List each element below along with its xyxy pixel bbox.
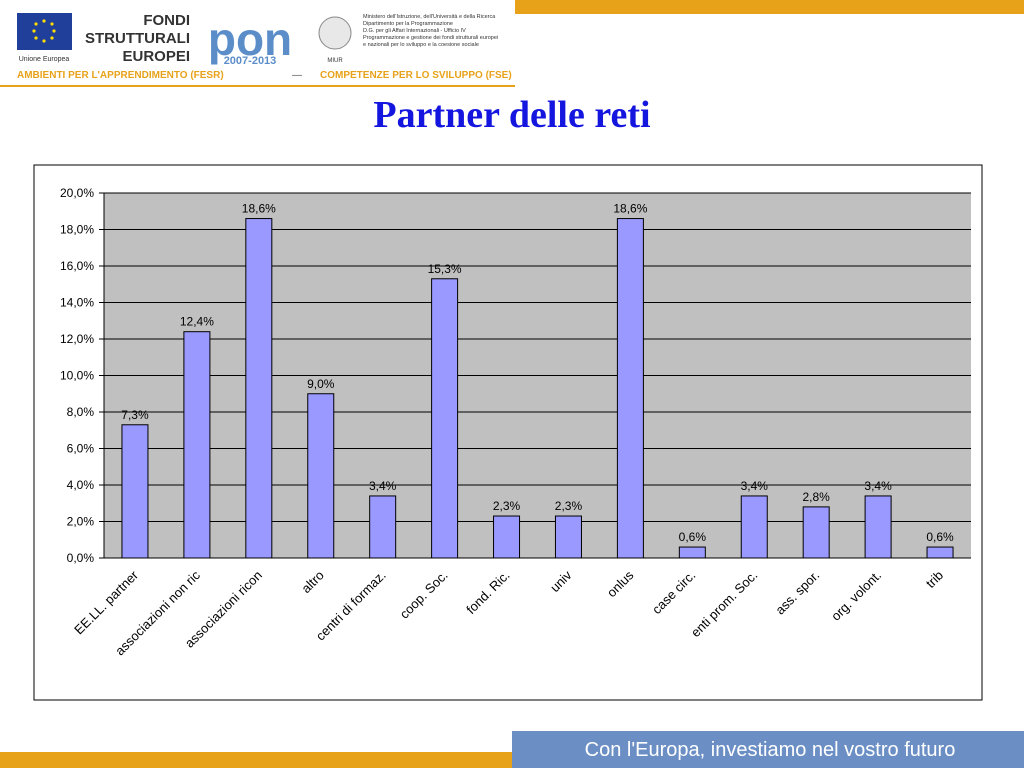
dash: — bbox=[292, 70, 302, 81]
y-tick-label: 14,0% bbox=[60, 296, 94, 310]
value-label: 2,8% bbox=[802, 490, 830, 504]
bar bbox=[245, 218, 273, 559]
value-label: 0,6% bbox=[926, 530, 954, 544]
value-label: 3,4% bbox=[741, 479, 769, 493]
chart-title: Partner delle reti bbox=[373, 94, 650, 136]
bar bbox=[431, 278, 459, 559]
bar bbox=[369, 495, 397, 559]
value-label: 0,6% bbox=[679, 530, 707, 544]
bar bbox=[307, 393, 335, 559]
fondi-text: EUROPEI bbox=[122, 48, 190, 65]
bar bbox=[183, 331, 211, 559]
pon-years: 2007-2013 bbox=[224, 55, 277, 67]
y-tick-label: 12,0% bbox=[60, 332, 94, 346]
eu-stars bbox=[32, 19, 56, 43]
bar bbox=[554, 515, 582, 559]
bar bbox=[802, 506, 830, 559]
y-tick-label: 4,0% bbox=[67, 478, 95, 492]
value-label: 3,4% bbox=[369, 479, 397, 493]
ministry-line: e nazionali per lo sviluppo e la coesion… bbox=[363, 42, 479, 48]
y-tick-label: 20,0% bbox=[60, 186, 94, 200]
pon-logo: PON bbox=[208, 13, 292, 65]
fse: COMPETENZE PER LO SVILUPPO (FSE) bbox=[320, 70, 512, 81]
ministry-line: Programmazione e gestione dei fondi stru… bbox=[363, 35, 498, 41]
y-tick-label: 8,0% bbox=[67, 405, 95, 419]
bar bbox=[740, 495, 768, 559]
eu-flag bbox=[17, 13, 72, 50]
bar bbox=[493, 515, 521, 559]
footer-box bbox=[512, 731, 1024, 768]
fesr: AMBIENTI PER L'APPRENDIMENTO (FESR) bbox=[17, 70, 224, 81]
fondi-text: STRUTTURALI bbox=[85, 30, 190, 47]
bar bbox=[926, 546, 954, 559]
value-label: 3,4% bbox=[864, 479, 892, 493]
miur: MIUR bbox=[327, 58, 343, 64]
value-label: 2,3% bbox=[555, 499, 583, 513]
value-label: 9,0% bbox=[307, 377, 335, 391]
bar bbox=[121, 424, 149, 559]
eu-label: Unione Europea bbox=[19, 56, 70, 63]
y-tick-label: 16,0% bbox=[60, 259, 94, 273]
value-label: 18,6% bbox=[613, 202, 647, 216]
ministry-line: D.G. per gli Affari Internazionali - Uff… bbox=[363, 28, 466, 34]
bar bbox=[678, 546, 706, 559]
emblem bbox=[318, 16, 352, 50]
value-label: 2,3% bbox=[493, 499, 521, 513]
value-label: 15,3% bbox=[428, 262, 462, 276]
y-tick-label: 10,0% bbox=[60, 369, 94, 383]
fondi-text: FONDI bbox=[143, 12, 190, 29]
footer-slogan: Con l'Europa, investiamo nel vostro futu… bbox=[585, 739, 956, 761]
bar bbox=[864, 495, 892, 559]
value-label: 7,3% bbox=[121, 408, 149, 422]
y-tick-label: 18,0% bbox=[60, 223, 94, 237]
value-label: 12,4% bbox=[180, 315, 214, 329]
y-tick-label: 6,0% bbox=[67, 442, 95, 456]
y-tick-label: 2,0% bbox=[67, 515, 95, 529]
value-label: 18,6% bbox=[242, 202, 276, 216]
ministry-line: Ministero dell'Istruzione, dell'Universi… bbox=[363, 14, 496, 20]
top-band bbox=[515, 0, 1024, 14]
bar bbox=[616, 218, 644, 559]
footer-band bbox=[0, 752, 512, 768]
ministry-line: Dipartimento per la Programmazione bbox=[363, 21, 453, 27]
y-tick-label: 0,0% bbox=[67, 551, 95, 565]
